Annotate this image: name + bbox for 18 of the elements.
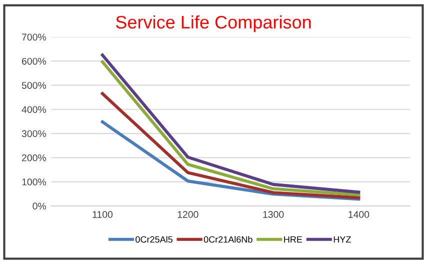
legend-label: HRE <box>284 236 302 243</box>
y-tick-label: 700% <box>22 34 46 41</box>
y-tick-label: 200% <box>22 154 46 162</box>
y-tick-label: 600% <box>22 58 46 65</box>
legend-label: 0Cr25Al5 <box>136 236 172 243</box>
x-tick-label: 1300 <box>263 211 284 218</box>
line-series <box>100 92 360 200</box>
x-tick-label: 1100 <box>92 211 113 218</box>
chart-title: Service Life Comparison <box>116 15 311 32</box>
x-tick-label: 1200 <box>178 211 198 218</box>
y-tick-label: 300% <box>22 130 46 138</box>
y-tick-label: 500% <box>22 82 46 89</box>
y-tick-label: 0% <box>32 202 46 210</box>
y-tick-label: 100% <box>22 178 46 186</box>
x-tick-label: 1400 <box>348 211 370 218</box>
legend-label: HYZ <box>334 236 351 243</box>
legend-label: 0Cr21Al6Nb <box>204 236 252 243</box>
y-tick-label: 400% <box>22 106 46 113</box>
